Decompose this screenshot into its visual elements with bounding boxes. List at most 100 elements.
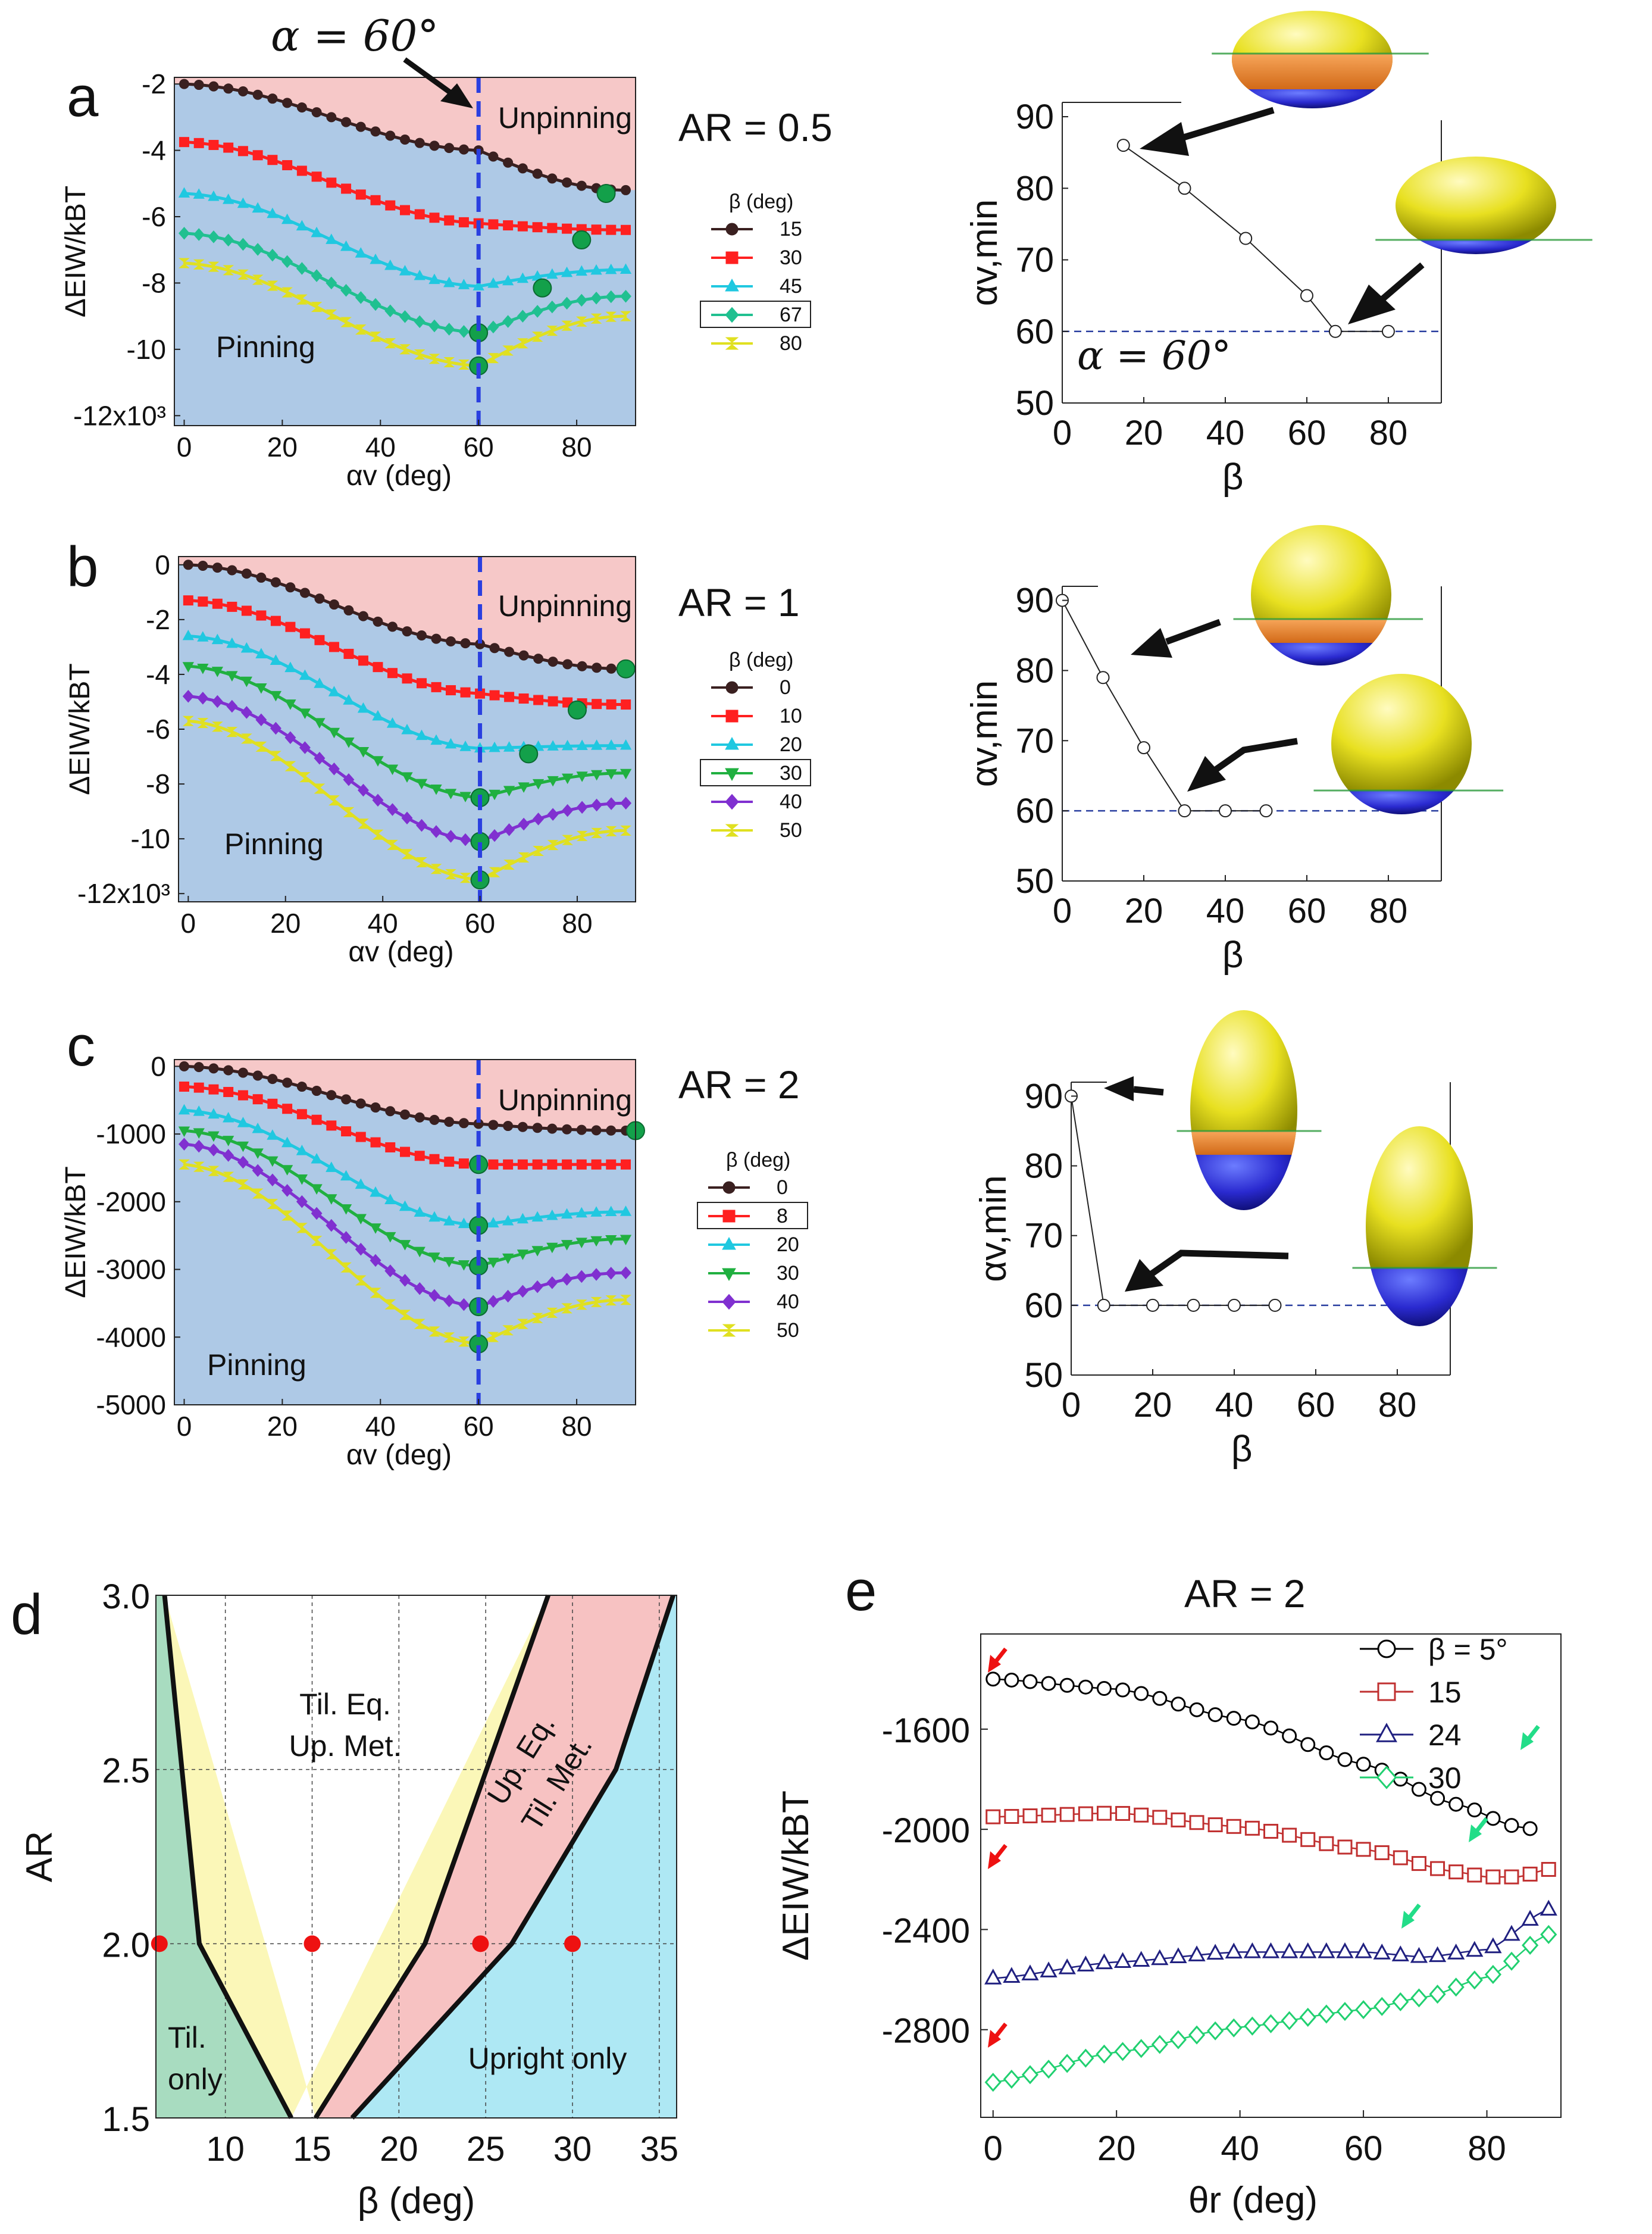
data-point-30 bbox=[620, 768, 632, 780]
data-point-15 bbox=[237, 86, 248, 97]
data-point-30 bbox=[223, 1136, 234, 1146]
y-tick-label: -3000 bbox=[96, 1254, 166, 1285]
data-point-15 bbox=[985, 1809, 1001, 1824]
particle-orange-band bbox=[1232, 54, 1393, 89]
x-tick-label: 60 bbox=[1288, 414, 1326, 452]
data-point-15 bbox=[1282, 1827, 1297, 1843]
panel-letter-d: d bbox=[11, 1583, 42, 1646]
data-point-20 bbox=[590, 1206, 602, 1217]
data-point-40 bbox=[487, 1295, 499, 1308]
data-point-20 bbox=[414, 1206, 425, 1217]
particle-ar1-upright bbox=[1313, 674, 1504, 814]
data-point-β = 5° bbox=[1059, 1677, 1075, 1693]
data-point-30 bbox=[255, 683, 267, 694]
data-point-15 bbox=[1337, 1839, 1353, 1855]
data-point-10 bbox=[256, 610, 267, 621]
data-point-30 bbox=[240, 676, 253, 688]
data-point-40 bbox=[372, 793, 384, 807]
data-point-50 bbox=[620, 1295, 631, 1305]
data-point-24 bbox=[1466, 1941, 1484, 1957]
data-point-0 bbox=[314, 593, 325, 604]
data-point-15 bbox=[1115, 1805, 1131, 1821]
data-point-24 bbox=[1021, 1964, 1039, 1980]
data-point-20 bbox=[328, 686, 340, 696]
data-point-45 bbox=[370, 253, 381, 264]
data-point-30 bbox=[532, 779, 545, 790]
x-tick-label: 35 bbox=[640, 2130, 679, 2169]
data-point-30 bbox=[226, 671, 238, 682]
data-point-67 bbox=[458, 325, 470, 338]
data-point-40 bbox=[255, 713, 267, 727]
data-point-15 bbox=[576, 180, 587, 191]
data-point-30 bbox=[208, 140, 219, 151]
data-point-20 bbox=[223, 1111, 234, 1123]
data-point-67 bbox=[620, 289, 631, 303]
data-point-80 bbox=[267, 280, 279, 291]
legend-label-20: 20 bbox=[777, 1233, 799, 1256]
data-point-15 bbox=[296, 102, 307, 113]
data-point-8 bbox=[562, 1159, 572, 1170]
alpha-annotation-right: α = 60° bbox=[1077, 333, 1231, 379]
data-point-24 bbox=[1391, 1945, 1409, 1961]
data-point-30 bbox=[503, 786, 515, 796]
data-point-50 bbox=[182, 715, 194, 726]
y-tick-label: -2400 bbox=[882, 1911, 970, 1950]
data-point-8 bbox=[223, 1086, 234, 1097]
legend-title: β (deg) bbox=[729, 190, 793, 213]
data-point-40 bbox=[546, 1276, 558, 1289]
data-point-15 bbox=[1244, 1820, 1260, 1836]
data-point-40 bbox=[326, 1218, 337, 1232]
data-point-67 bbox=[208, 230, 220, 243]
data-point-30 bbox=[414, 1246, 425, 1258]
data-point-10 bbox=[606, 699, 617, 710]
data-point-24 bbox=[1095, 1953, 1113, 1970]
data-point-0 bbox=[606, 1125, 617, 1136]
data-point-20 bbox=[340, 1170, 352, 1181]
data-point-30 bbox=[1262, 2014, 1279, 2033]
region-label-only: only bbox=[168, 2063, 223, 2096]
data-point-30 bbox=[502, 1253, 514, 1264]
data-point-20 bbox=[386, 717, 399, 728]
particle-orange-band bbox=[1254, 619, 1388, 643]
data-point-45 bbox=[237, 197, 249, 208]
particle-yellow-part bbox=[1190, 1010, 1297, 1155]
unpinning-region bbox=[174, 77, 636, 190]
data-point-80 bbox=[561, 320, 572, 331]
region-label-til: Til. bbox=[168, 2021, 206, 2054]
data-point-30 bbox=[182, 662, 194, 673]
data-point-50 bbox=[299, 772, 311, 783]
data-point-24 bbox=[1003, 1967, 1021, 1983]
data-point-10 bbox=[299, 628, 310, 639]
data-point-30 bbox=[399, 1240, 411, 1251]
data-point-67 bbox=[252, 243, 264, 256]
data-point-15 bbox=[282, 98, 293, 108]
data-point-0 bbox=[341, 1094, 352, 1105]
red-sample-point bbox=[472, 1935, 489, 1952]
data-point-80 bbox=[414, 349, 425, 360]
data-point-30 bbox=[547, 223, 558, 233]
data-point-80 bbox=[237, 269, 249, 280]
data-point-0 bbox=[576, 1124, 587, 1135]
data-point-20 bbox=[547, 740, 559, 751]
data-point-50 bbox=[343, 807, 355, 817]
alpha-min-line bbox=[1123, 145, 1388, 332]
data-point-15 bbox=[1022, 1808, 1038, 1824]
data-point-10 bbox=[518, 693, 529, 704]
data-point-50 bbox=[503, 860, 515, 870]
data-point-40 bbox=[267, 1173, 279, 1187]
unpinning-label: Unpinning bbox=[498, 589, 632, 623]
data-point-45 bbox=[178, 187, 190, 198]
data-point-30 bbox=[1132, 2039, 1150, 2058]
data-point-67 bbox=[326, 276, 337, 290]
data-point-45 bbox=[384, 260, 396, 270]
data-point-40 bbox=[270, 721, 281, 735]
data-point-24 bbox=[1299, 1942, 1317, 1958]
data-point-20 bbox=[430, 734, 442, 745]
data-point-40 bbox=[414, 1282, 425, 1295]
y-tick-label: -2000 bbox=[96, 1186, 166, 1217]
data-point-0 bbox=[208, 1063, 219, 1074]
data-point-45 bbox=[458, 279, 470, 289]
data-point-20 bbox=[237, 1117, 249, 1127]
data-point-40 bbox=[296, 1195, 308, 1208]
data-point-10 bbox=[621, 699, 631, 710]
